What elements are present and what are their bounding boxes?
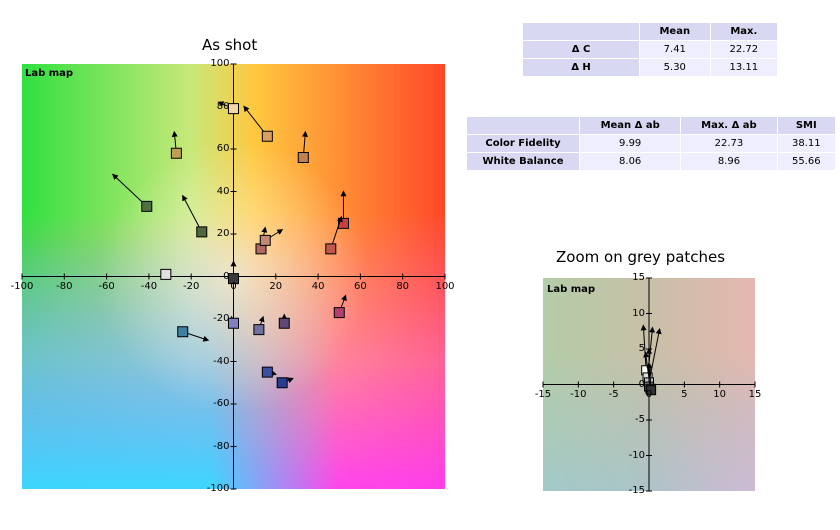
- zoom-patch-square: [646, 385, 657, 396]
- fidelity-header-blank: [466, 116, 580, 135]
- main-x-tick-label: 100: [435, 280, 455, 292]
- main-patch-square: [228, 317, 239, 329]
- main-y-tick-label: 20: [216, 228, 230, 239]
- fidelity-stats-table: Mean Δ ab Max. Δ ab SMI Color Fidelity 9…: [466, 116, 837, 171]
- main-y-tick-label: -40: [213, 355, 230, 367]
- fidelity-cell: 22.73: [680, 134, 778, 153]
- main-y-tick-label: -100: [206, 483, 230, 494]
- fidelity-table-header-row: Mean Δ ab Max. Δ ab SMI: [466, 116, 837, 135]
- delta-cell: 5.30: [639, 58, 711, 77]
- fidelity-header-mean: Mean Δ ab: [578, 116, 682, 135]
- main-x-tick-label: 40: [311, 280, 325, 292]
- zoom-x-tick-label: 5: [681, 388, 688, 400]
- main-patch-square: [177, 326, 189, 338]
- table-row: White Balance 8.06 8.96 55.66: [466, 152, 837, 171]
- zoom-y-tick-label: 0: [638, 378, 645, 390]
- main-map-label: Lab map: [25, 68, 74, 79]
- main-y-tick-label: 40: [216, 185, 230, 197]
- main-x-tick-label: -40: [140, 280, 158, 292]
- fidelity-header-smi: SMI: [776, 116, 837, 135]
- zoom-y-tick-label: 5: [638, 343, 645, 354]
- fidelity-cell: 55.66: [776, 152, 837, 171]
- zoom-chart-title: Zoom on grey patches: [556, 248, 726, 266]
- main-patch-square: [196, 226, 208, 238]
- fidelity-cell: 8.96: [680, 152, 778, 171]
- zoom-patch-arrow: [648, 327, 662, 383]
- delta-stats-table: Mean Max. Δ C 7.41 22.72 Δ H 5.30 13.11: [522, 22, 779, 77]
- main-patch-square: [228, 273, 239, 285]
- zoom-patch-arrow: [640, 324, 647, 371]
- zoom-patch-arrow: [643, 351, 651, 389]
- main-patch-square: [261, 366, 273, 378]
- fidelity-cell: 38.11: [776, 134, 837, 153]
- main-patch-square: [278, 317, 290, 329]
- main-patch-square: [228, 103, 239, 115]
- main-y-tick-label: 80: [216, 100, 230, 112]
- main-patch-square: [160, 268, 172, 280]
- delta-cell: 7.41: [639, 40, 711, 59]
- main-y-tick-label: -60: [213, 398, 230, 409]
- fidelity-row-label: Color Fidelity: [466, 134, 580, 153]
- main-y-tick-label: -20: [213, 313, 230, 324]
- delta-header-max: Max.: [709, 22, 779, 41]
- main-y-tick-label: 60: [216, 143, 230, 154]
- main-x-tick-label: -100: [10, 280, 34, 292]
- main-patch-square: [337, 217, 349, 229]
- main-y-tick-label: -80: [213, 440, 230, 452]
- main-patch-arrow: [112, 173, 148, 207]
- main-patch-square: [253, 324, 265, 336]
- zoom-x-tick-label: -5: [608, 388, 619, 400]
- delta-row-label: Δ H: [522, 58, 640, 77]
- main-x-tick-label: 80: [396, 280, 410, 292]
- fidelity-cell: 9.99: [578, 134, 682, 153]
- zoom-x-tick-label: 0: [645, 388, 653, 400]
- delta-header-mean: Mean: [639, 22, 711, 41]
- main-x-tick-label: -80: [56, 280, 73, 292]
- main-patch-square: [141, 200, 153, 212]
- main-patch-square: [297, 152, 309, 163]
- table-row: Δ C 7.41 22.72: [522, 40, 779, 59]
- main-x-tick-label: -20: [183, 280, 200, 292]
- fidelity-header-max: Max. Δ ab: [680, 116, 778, 135]
- fidelity-row-label: White Balance: [466, 152, 580, 171]
- delta-cell: 13.11: [709, 58, 779, 77]
- main-x-tick-label: 60: [354, 280, 367, 292]
- main-x-tick-label: -60: [98, 280, 115, 292]
- zoom-x-tick-label: -15: [534, 388, 552, 400]
- main-y-tick-label: 0: [223, 270, 230, 282]
- zoom-y-tick-label: 10: [632, 307, 645, 319]
- delta-cell: 22.72: [709, 40, 779, 59]
- delta-row-label: Δ C: [522, 40, 640, 59]
- table-row: Color Fidelity 9.99 22.73 38.11: [466, 134, 837, 153]
- delta-header-blank: [522, 22, 640, 41]
- zoom-map-label: Lab map: [547, 284, 596, 295]
- main-patch-square: [325, 243, 337, 255]
- zoom-y-tick-label: -5: [635, 414, 645, 425]
- main-patch-square: [259, 234, 271, 246]
- main-patch-square: [261, 130, 273, 142]
- delta-table-header-row: Mean Max.: [522, 22, 779, 41]
- zoom-y-tick-label: -15: [628, 485, 645, 496]
- main-chart-title: As shot: [202, 36, 258, 54]
- zoom-y-tick-label: -10: [628, 449, 645, 461]
- zoom-y-tick-label: 15: [632, 272, 645, 283]
- main-y-tick-label: 100: [210, 58, 230, 69]
- zoom-x-tick-label: 10: [713, 388, 727, 400]
- main-patch-square: [170, 147, 182, 159]
- table-row: Δ H 5.30 13.11: [522, 58, 779, 77]
- fidelity-cell: 8.06: [578, 152, 682, 171]
- main-x-tick-label: 20: [269, 280, 283, 292]
- main-patch-arrow: [182, 194, 203, 233]
- main-patch-square: [276, 377, 288, 389]
- main-x-tick-label: 0: [230, 280, 237, 292]
- zoom-x-tick-label: -10: [570, 388, 587, 400]
- zoom-x-tick-label: 15: [748, 388, 762, 400]
- main-patch-square: [333, 307, 345, 319]
